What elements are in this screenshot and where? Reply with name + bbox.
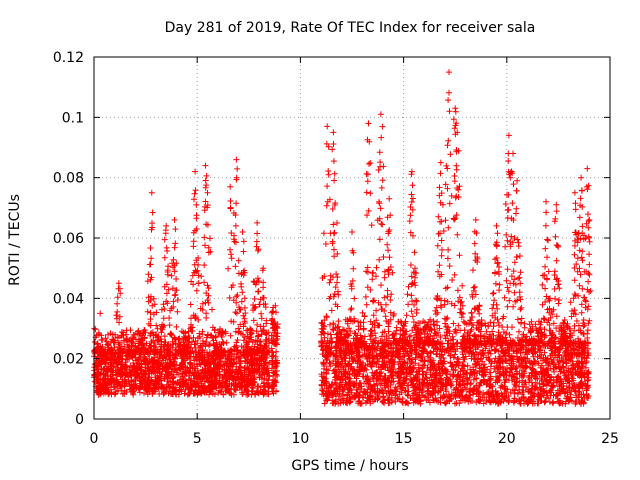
y-tick-label: 0.12 — [53, 50, 84, 66]
chart-title: Day 281 of 2019, Rate Of TEC Index for r… — [165, 20, 536, 36]
data-points — [91, 69, 594, 407]
x-tick-label: 20 — [498, 431, 516, 447]
x-tick-label: 25 — [601, 431, 619, 447]
y-tick-label: 0.04 — [53, 291, 84, 307]
axis-ticks: 0 5 10 15 20 25 0 0.02 0.04 0.06 0.08 0.1 0.12 — [53, 50, 619, 447]
x-tick-label: 0 — [90, 431, 99, 447]
x-tick-label: 15 — [395, 431, 413, 447]
y-tick-label: 0.06 — [53, 231, 84, 247]
x-tick-label: 10 — [291, 431, 309, 447]
roti-point-markers — [91, 69, 594, 407]
y-tick-label: 0.02 — [53, 352, 84, 368]
grid — [94, 57, 610, 419]
y-tick-label: 0.1 — [62, 110, 84, 126]
x-axis-title: GPS time / hours — [291, 458, 408, 474]
x-tick-label: 5 — [193, 431, 202, 447]
y-tick-label: 0.08 — [53, 171, 84, 187]
y-tick-label: 0 — [75, 412, 84, 428]
y-axis-title: ROTI / TECUs — [7, 194, 23, 286]
